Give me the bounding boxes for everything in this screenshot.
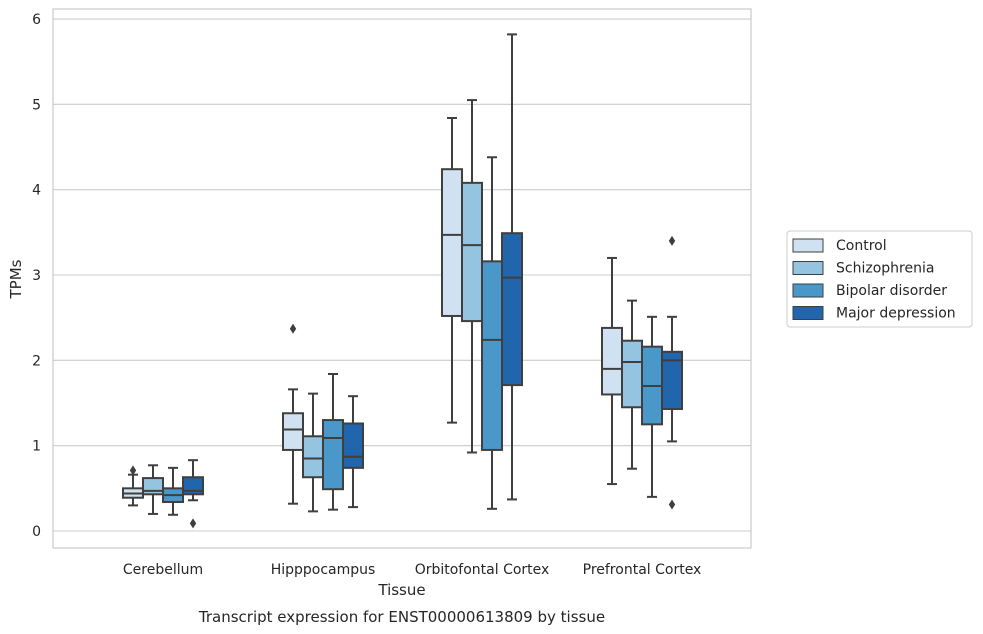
series-bipolar-disorder: [162, 156, 663, 516]
outlier-marker: [289, 323, 297, 334]
x-tick-label: Cerebellum: [123, 562, 203, 578]
box: [661, 235, 683, 510]
outlier-marker: [189, 518, 197, 529]
legend-label: Bipolar disorder: [836, 283, 947, 299]
x-tick-label: Orbitofontal Cortex: [415, 562, 550, 578]
y-axis-title: TPMs: [7, 259, 25, 299]
x-axis-ticks: Cerebellum Hipppocampus Orbitofontal Corte…: [123, 562, 701, 578]
y-tick-label: 5: [32, 97, 41, 113]
y-tick-label: 1: [32, 439, 41, 455]
series-control: [122, 117, 623, 507]
outlier-marker: [129, 465, 137, 476]
y-tick-label: 6: [32, 12, 41, 28]
iqr-box: [661, 350, 683, 410]
legend-swatch: [792, 261, 824, 275]
legend-label: Major depression: [836, 306, 956, 322]
y-tick-label: 4: [32, 183, 41, 199]
iqr-box: [481, 260, 503, 451]
x-axis-title: Tissue: [377, 581, 425, 599]
series-schizophrenia: [142, 99, 643, 515]
legend-swatch: [792, 238, 824, 253]
box: [441, 117, 463, 424]
grid-lines: [53, 18, 751, 532]
outlier-marker: [668, 499, 676, 510]
iqr-box: [282, 412, 304, 451]
box: [322, 372, 344, 511]
legend-items: Control Schizophrenia Bipolar disorder Majo…: [792, 238, 956, 322]
legend-label: Control: [836, 238, 887, 254]
box: [182, 459, 204, 529]
iqr-box: [501, 232, 523, 387]
box: [501, 33, 523, 501]
legend-label: Schizophrenia: [836, 261, 934, 277]
box: [302, 392, 324, 513]
box: [461, 99, 483, 454]
box-groups: [122, 33, 683, 529]
box: [122, 465, 144, 507]
iqr-box: [342, 422, 364, 469]
iqr-box: [461, 181, 483, 323]
outlier-marker: [668, 235, 676, 246]
y-axis-ticks: 0 1 2 3 4 5 6: [32, 12, 41, 540]
iqr-box: [322, 419, 344, 491]
iqr-box: [302, 435, 324, 479]
box: [282, 323, 304, 505]
legend-swatch: [792, 306, 824, 320]
plot-area-frame: [52, 8, 752, 549]
box: [641, 315, 663, 498]
series-major-depression: [182, 33, 683, 529]
y-tick-label: 2: [32, 353, 41, 369]
box: [621, 299, 643, 470]
iqr-box: [601, 326, 623, 396]
legend-swatch: [792, 283, 824, 298]
legend: Control Schizophrenia Bipolar disorder Majo…: [786, 230, 973, 328]
x-tick-label: Prefrontal Cortex: [583, 562, 702, 578]
box: [162, 466, 184, 516]
box: [481, 156, 503, 510]
legend-frame: [786, 230, 973, 328]
y-tick-label: 3: [32, 268, 41, 284]
box: [601, 256, 623, 486]
figure-caption: Transcript expression for ENST0000061380…: [198, 608, 605, 626]
box: [142, 464, 164, 515]
x-tick-label: Hipppocampus: [271, 562, 376, 578]
iqr-box: [621, 339, 643, 409]
iqr-box: [441, 168, 463, 317]
y-tick-label: 0: [32, 524, 41, 540]
box: [342, 395, 364, 509]
